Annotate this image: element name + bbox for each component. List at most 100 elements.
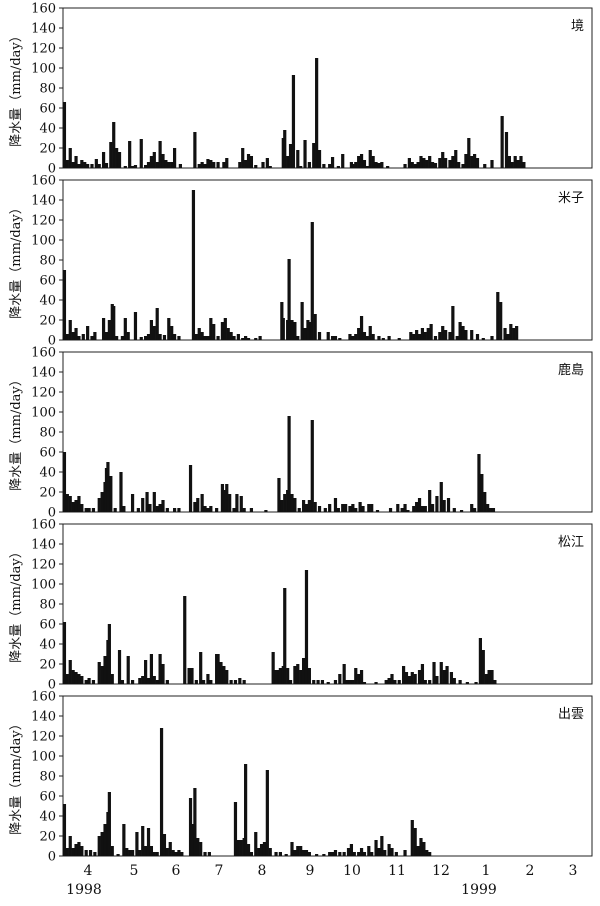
rainfall-bar (62, 270, 67, 340)
rainfall-bar (200, 162, 204, 168)
rainfall-bar (93, 332, 97, 340)
y-axis-label: 降水量（mm/day） (9, 717, 24, 834)
rainfall-bar (158, 334, 162, 340)
rainfall-bar (342, 852, 346, 856)
rainfall-bar (351, 164, 355, 168)
rainfall-bar (448, 332, 452, 340)
rainfall-bar (158, 654, 162, 684)
rainfall-bar (246, 338, 251, 340)
rainfall-bar (499, 302, 503, 340)
rainfall-bar (429, 324, 433, 340)
rainfall-bar (410, 672, 414, 684)
rainfall-bar (71, 162, 75, 168)
rainfall-bar (226, 328, 230, 340)
rainfall-bar (74, 500, 78, 512)
rainfall-bar (410, 162, 414, 168)
panel-frame (62, 351, 593, 513)
rainfall-bar (206, 336, 210, 340)
rainfall-bar (401, 666, 406, 684)
rainfall-bar (178, 164, 182, 168)
rainfall-bar (441, 326, 445, 340)
rainfall-bar (403, 850, 407, 856)
month-label: 5 (130, 863, 139, 879)
y-axis-label: 降水量（mm/day） (9, 545, 24, 662)
rainfall-bar (244, 336, 248, 340)
rainfall-bar (432, 662, 436, 684)
rainfall-bar (65, 334, 69, 340)
rainfall-bar (268, 848, 272, 856)
rainfall-bar (467, 138, 471, 168)
y-tick-label: 80 (39, 254, 56, 269)
rainfall-bar (219, 662, 223, 684)
rainfall-bar (287, 259, 291, 340)
rainfall-bar (323, 508, 327, 512)
y-tick-label: 0 (48, 334, 56, 349)
rainfall-bar (419, 838, 423, 856)
rainfall-bar (128, 850, 132, 856)
month-label: 6 (172, 863, 181, 879)
rainfall-bar (113, 508, 117, 512)
rainfall-bar (464, 330, 468, 340)
rainfall-bar (109, 142, 113, 168)
rainfall-bar (390, 674, 394, 684)
rainfall-bar (446, 498, 451, 512)
rainfall-bar (474, 682, 478, 684)
y-tick-label: 60 (39, 446, 56, 461)
rainfall-bar (288, 680, 293, 684)
rainfall-bar (428, 852, 432, 856)
rainfall-bar (100, 492, 104, 512)
rainfall-bar (519, 156, 523, 168)
rainfall-bar (304, 504, 309, 512)
rainfall-bar (490, 336, 494, 340)
rainfall-bar (80, 846, 84, 856)
rainfall-bar (146, 828, 151, 856)
rainfall-bar (249, 852, 254, 856)
rainfall-bar (307, 852, 311, 856)
rainfall-bar (326, 682, 330, 684)
rainfall-bar (359, 154, 364, 168)
rainfall-bar (238, 678, 242, 684)
rainfall-bar (93, 852, 97, 856)
y-tick-label: 120 (31, 42, 56, 57)
rainfall-bar (206, 159, 210, 168)
rainfall-bar (62, 102, 67, 168)
rainfall-bar (101, 152, 106, 168)
rainfall-bar (487, 670, 491, 684)
y-tick-label: 20 (39, 658, 56, 673)
rainfall-bar (84, 680, 88, 684)
rainfall-bar (362, 682, 367, 684)
rainfall-bar (104, 332, 109, 340)
rainfall-bar (229, 680, 233, 684)
rainfall-bar (88, 850, 93, 856)
rainfall-bar (239, 496, 243, 512)
month-label: 7 (215, 863, 224, 879)
rainfall-bar (170, 326, 174, 340)
rainfall-bar (348, 334, 352, 340)
rainfall-bar (491, 508, 496, 512)
rainfall-bar (103, 656, 107, 684)
rainfall-bar (416, 162, 420, 168)
rainfall-bar (522, 162, 526, 168)
rainfall-bar (203, 506, 207, 512)
rainfall-bar (293, 498, 297, 512)
rainfall-bar (416, 846, 420, 856)
rainfall-bar (116, 854, 120, 856)
rainfall-bar (328, 852, 332, 856)
rainfall-bar (197, 328, 201, 340)
rainfall-bar (387, 336, 391, 340)
rainfall-bar (90, 164, 94, 168)
y-tick-label: 0 (48, 162, 56, 177)
rainfall-bar (374, 682, 378, 684)
rainfall-bar (458, 680, 462, 684)
rainfall-bar (362, 852, 367, 856)
rainfall-bar (490, 670, 494, 684)
rainfall-bar (246, 844, 251, 856)
rainfall-bar (62, 622, 67, 684)
rainfall-bar (257, 848, 261, 856)
rainfall-bar (477, 454, 481, 512)
rainfall-bar (377, 848, 381, 856)
rainfall-bar (68, 660, 72, 684)
rainfall-bar (194, 334, 198, 340)
rainfall-bar (112, 122, 116, 168)
y-tick-label: 40 (39, 810, 56, 825)
